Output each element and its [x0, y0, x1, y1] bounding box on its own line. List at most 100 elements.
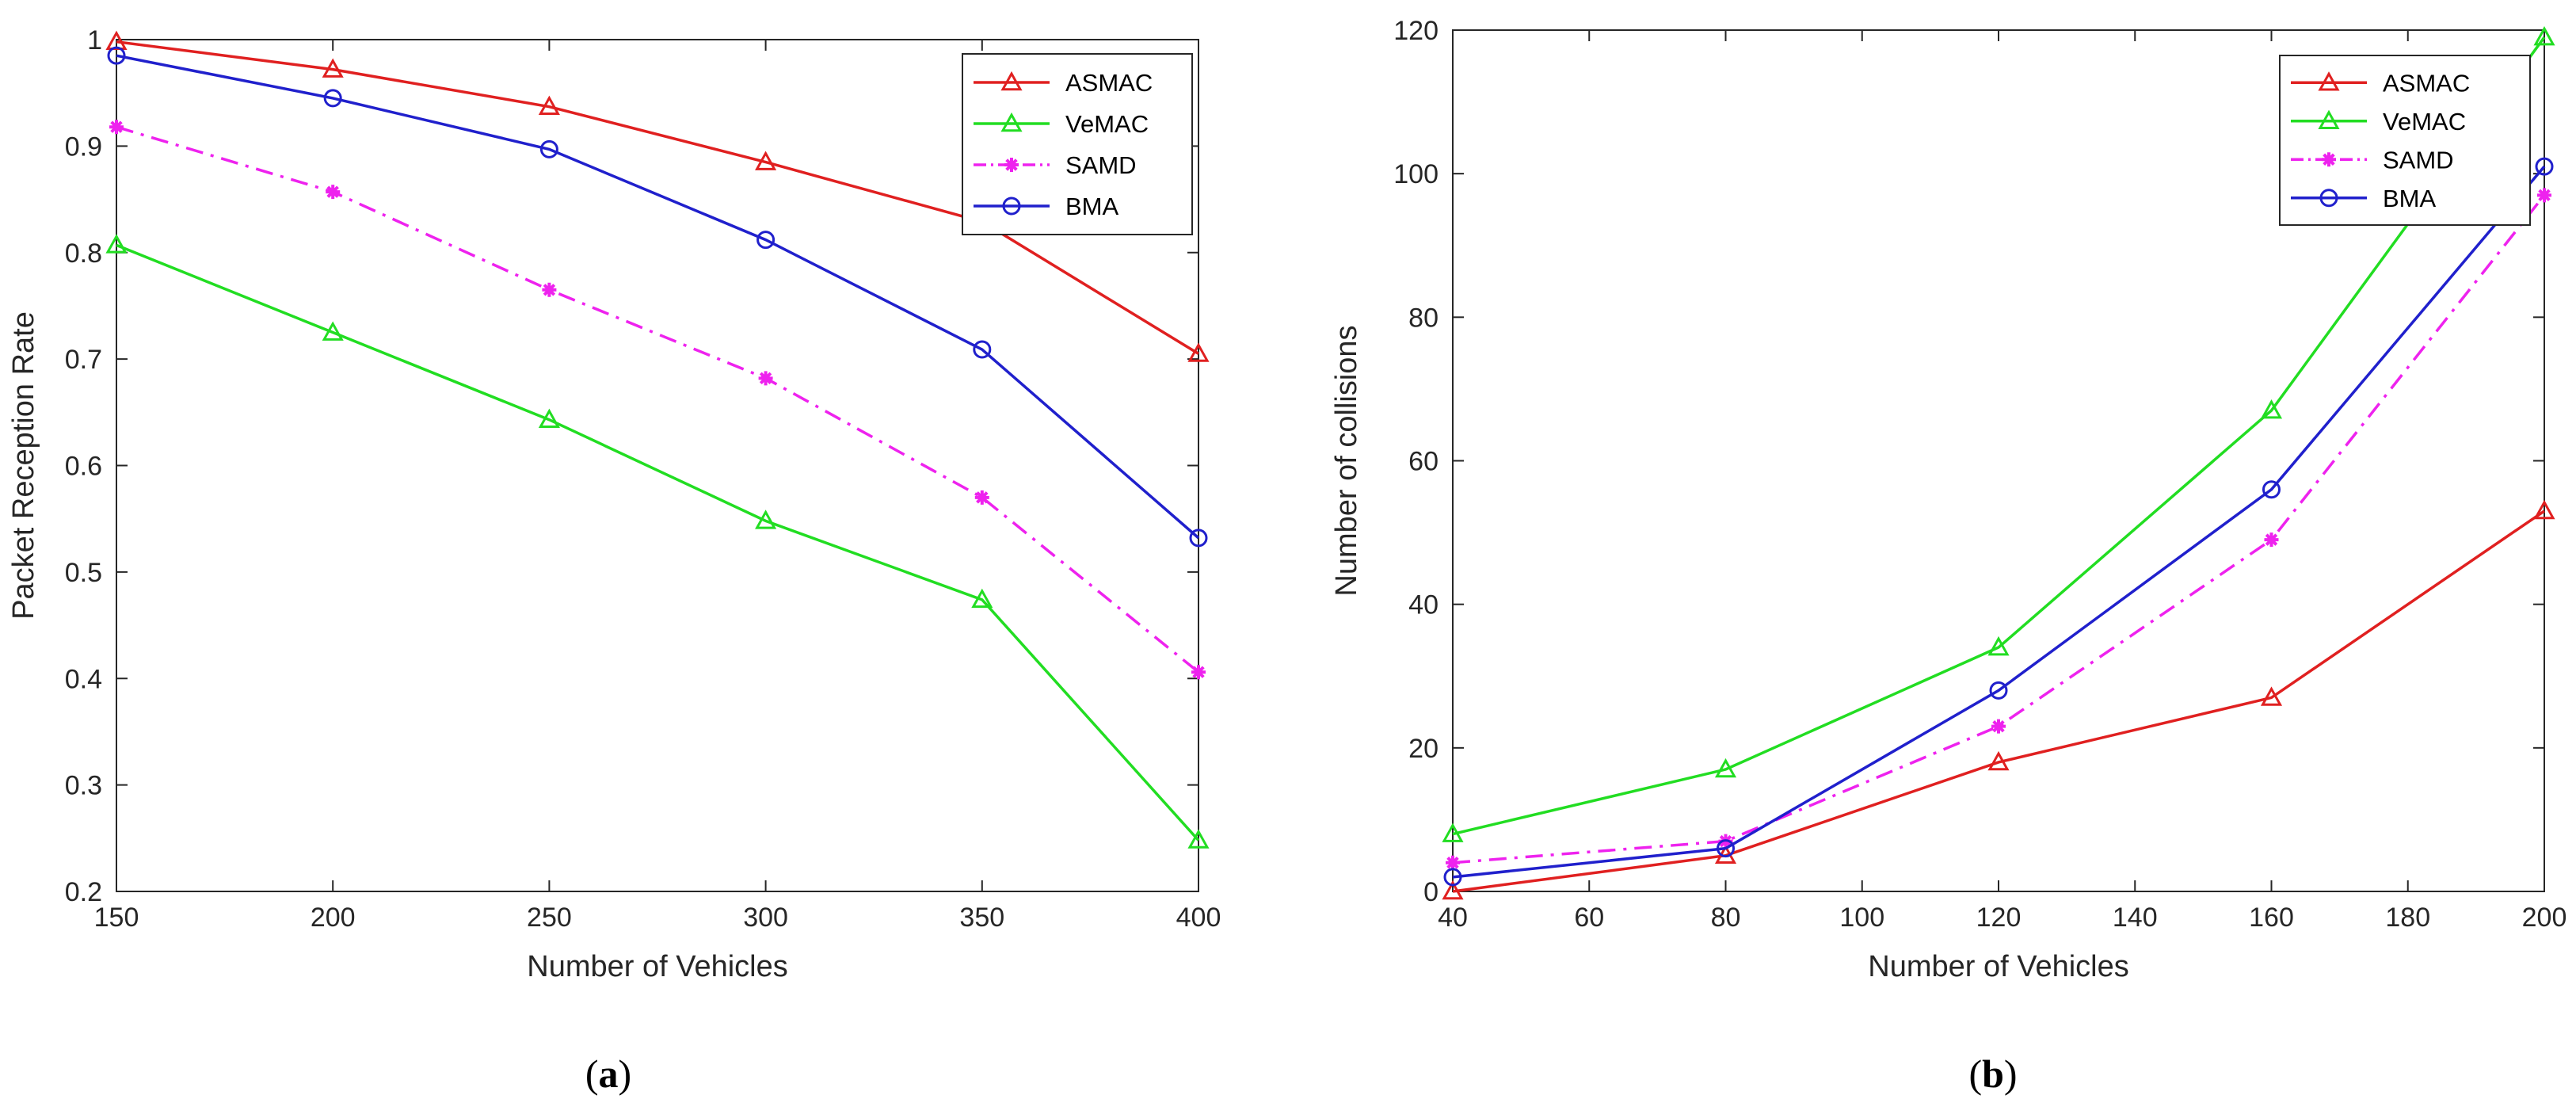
x-axis-label: Number of Vehicles	[527, 950, 788, 983]
data-point-bma	[2535, 157, 2554, 176]
x-axis-label: Number of Vehicles	[1868, 950, 2129, 983]
x-tick-label: 250	[527, 903, 572, 933]
legend-label-vemac: VeMAC	[2383, 108, 2466, 135]
legend-label-bma: BMA	[2383, 185, 2437, 212]
data-point-bma	[973, 340, 992, 359]
series-vemac	[105, 234, 1210, 849]
series-line-vemac	[1452, 36, 2546, 836]
legend-marker-vemac	[1000, 112, 1023, 132]
legend-marker-samd	[1004, 158, 1019, 172]
series-line-bma	[116, 54, 1200, 540]
legend-label-samd: SAMD	[1065, 151, 1137, 179]
series-vemac	[1442, 25, 2555, 842]
legend-label-bma: BMA	[1065, 193, 1119, 220]
legend-label-asmac: ASMAC	[2383, 69, 2470, 97]
x-tick-label: 350	[959, 903, 1004, 933]
data-point-vemac	[538, 408, 560, 429]
data-point-asmac	[322, 58, 344, 78]
y-axis-label: Number of collisions	[1330, 325, 1363, 596]
series-line-samd	[116, 125, 1200, 674]
data-point-samd	[2264, 532, 2279, 548]
data-point-samd	[1991, 719, 2006, 734]
data-point-asmac	[2260, 686, 2283, 706]
legend-box	[962, 53, 1193, 235]
data-point-vemac	[105, 234, 128, 254]
data-point-vemac	[322, 321, 344, 341]
y-tick-label: 0.7	[65, 345, 102, 375]
series-line-asmac	[1452, 510, 2545, 893]
data-point-vemac	[1442, 822, 1464, 842]
x-tick-label: 80	[1711, 903, 1741, 933]
series-line-samd	[1452, 194, 2546, 864]
x-tick-label: 400	[1176, 903, 1221, 933]
x-tick-label: 100	[1839, 903, 1884, 933]
y-tick-label: 100	[1393, 159, 1439, 189]
data-point-bma	[1443, 868, 1462, 887]
subfigure-caption: (a)	[585, 1051, 631, 1096]
legend-label-samd: SAMD	[2383, 146, 2454, 174]
data-point-vemac	[755, 510, 777, 529]
data-point-samd	[1446, 855, 1460, 870]
y-tick-label: 0.8	[65, 239, 102, 269]
y-axis-label: Packet Reception Rate	[7, 311, 40, 620]
y-tick-label: 80	[1408, 303, 1439, 333]
x-tick-label: 150	[94, 903, 139, 933]
data-point-vemac	[1187, 829, 1210, 849]
data-point-asmac	[538, 95, 560, 115]
subfigure-caption: (b)	[1968, 1051, 2017, 1096]
data-point-bma	[323, 89, 342, 108]
series-bma	[107, 46, 1208, 548]
x-tick-label: 180	[2385, 903, 2430, 933]
legend-marker-samd	[2322, 152, 2336, 167]
data-point-vemac	[2533, 25, 2555, 46]
data-point-vemac	[1987, 635, 2010, 656]
chart-a: 150 200 250 300 350 400 0.2 0.3 0.4 0.5 0.6 0.7 0.8 0…	[7, 25, 1221, 1096]
y-tick-label: 0.5	[65, 558, 102, 588]
y-tick-label: 120	[1393, 16, 1439, 46]
data-point-samd	[974, 490, 989, 505]
x-tick-label: 40	[1438, 903, 1468, 933]
y-tick-label: 60	[1408, 447, 1439, 477]
series-line-bma	[1452, 165, 2546, 879]
data-point-asmac	[755, 151, 777, 170]
data-point-bma	[2262, 480, 2281, 499]
data-point-bma	[1989, 681, 2008, 700]
x-tick-label: 160	[2249, 903, 2294, 933]
legend-marker-bma	[2319, 189, 2338, 208]
data-point-vemac	[971, 588, 993, 609]
x-tick-label: 60	[1574, 903, 1604, 933]
data-point-bma	[107, 46, 126, 65]
data-point-bma	[1717, 839, 1735, 858]
legend-marker-asmac	[1000, 71, 1023, 91]
x-tick-label: 200	[2522, 903, 2567, 933]
data-point-asmac	[1187, 342, 1210, 362]
y-tick-label: 0.9	[65, 132, 102, 162]
x-tick-label: 140	[2113, 903, 2158, 933]
data-point-vemac	[2260, 399, 2283, 419]
y-tick-label: 0.4	[65, 664, 102, 694]
data-point-asmac	[2533, 499, 2555, 520]
y-tick-label: 0.2	[65, 877, 102, 907]
data-point-bma	[539, 139, 558, 158]
y-tick-label: 0.3	[65, 771, 102, 801]
legend-marker-vemac	[2318, 109, 2340, 130]
y-tick-label: 20	[1408, 734, 1439, 764]
series-samd	[109, 120, 1206, 680]
legend: ASMAC VeMAC SAMD BMA	[962, 53, 1193, 235]
x-tick-label: 200	[311, 903, 356, 933]
y-tick-label: 40	[1408, 590, 1439, 620]
legend-label-vemac: VeMAC	[1065, 110, 1149, 138]
data-point-asmac	[1987, 750, 2010, 771]
chart-b: 40 60 80 100 120 140 160 180 200 0 20 40 60 80 100 120 N…	[1330, 16, 2566, 1096]
series-line-asmac	[116, 40, 1199, 355]
data-point-samd	[2537, 188, 2551, 203]
series-bma	[1443, 157, 2554, 887]
data-point-vemac	[1714, 758, 1737, 778]
y-tick-label: 0	[1423, 877, 1439, 907]
data-point-samd	[109, 120, 124, 135]
data-point-bma	[756, 231, 775, 250]
data-point-samd	[542, 282, 557, 297]
legend-marker-bma	[1002, 197, 1021, 216]
data-point-asmac	[1442, 880, 1464, 900]
